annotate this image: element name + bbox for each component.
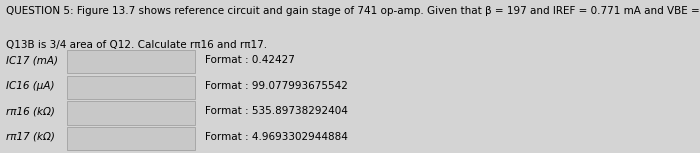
Text: Format : 99.077993675542: Format : 99.077993675542 [205,81,348,91]
Text: rπ16 (kΩ): rπ16 (kΩ) [6,106,55,116]
Text: QUESTION 5: Figure 13.7 shows reference circuit and gain stage of 741 op-amp. Gi: QUESTION 5: Figure 13.7 shows reference … [6,6,700,16]
Text: Format : 535.89738292404: Format : 535.89738292404 [205,106,348,116]
FancyBboxPatch shape [67,127,195,150]
Text: rπ17 (kΩ): rπ17 (kΩ) [6,132,55,142]
FancyBboxPatch shape [67,76,195,99]
Text: Format : 4.9693302944884: Format : 4.9693302944884 [205,132,348,142]
FancyBboxPatch shape [67,50,195,73]
Text: Format : 0.42427: Format : 0.42427 [205,55,295,65]
FancyBboxPatch shape [67,101,195,125]
Text: IC17 (mA): IC17 (mA) [6,55,59,65]
Text: Q13B is 3/4 area of Q12. Calculate rπ16 and rπ17.: Q13B is 3/4 area of Q12. Calculate rπ16 … [6,40,267,50]
Text: IC16 (μA): IC16 (μA) [6,81,55,91]
